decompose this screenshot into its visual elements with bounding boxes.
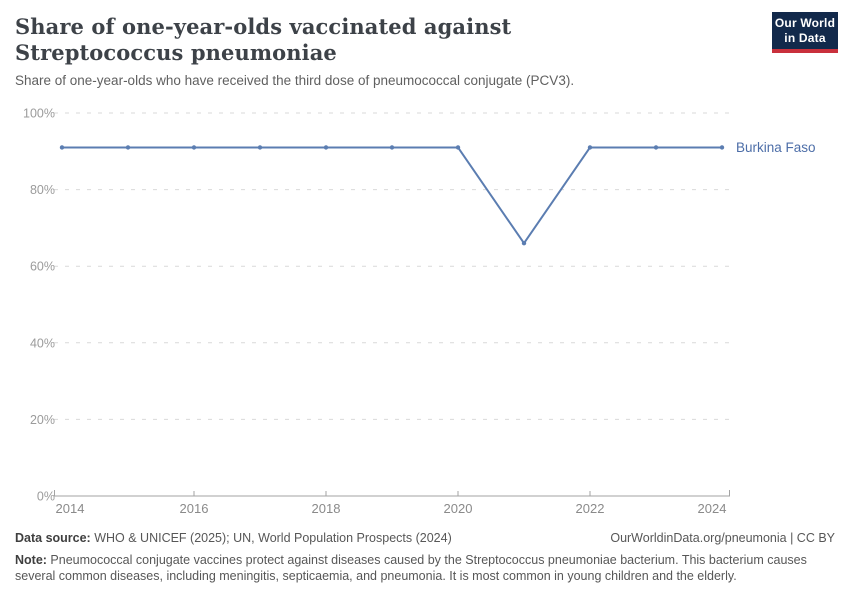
data-source: Data source: WHO & UNICEF (2025); UN, Wo… [15,531,452,545]
y-axis-tick-label: 0% [37,490,55,504]
data-point [389,145,395,150]
chart-note: Note: Pneumococcal conjugate vaccines pr… [15,553,807,583]
data-point [521,241,527,246]
y-axis-tick-label: 60% [30,260,55,274]
x-axis-tick-label: 2020 [444,501,473,516]
x-axis-tick-label: 2024 [698,501,727,516]
chart-footer: Data source: WHO & UNICEF (2025); UN, Wo… [15,531,835,584]
x-axis-tick-label: 2018 [312,501,341,516]
data-point [455,145,461,150]
owid-logo[interactable]: Our World in Data [772,12,838,53]
x-axis-tick-label: 2014 [56,501,85,516]
page-title: Share of one-year-olds vaccinated agains… [15,14,512,65]
data-point [257,145,263,150]
data-point [587,145,593,150]
data-point [59,145,65,150]
chart-subtitle: Share of one-year-olds who have received… [15,73,575,88]
data-line [61,146,723,245]
x-axis-tick-label: 2022 [576,501,605,516]
data-source-label: Data source: [15,531,91,545]
entity-label: Burkina Faso [736,140,816,155]
y-axis-tick-label: 100% [23,107,55,121]
note-label: Note: [15,553,47,567]
data-point [323,145,329,150]
owid-logo-line2: in Data [784,30,826,45]
x-axis-tick-label: 2016 [180,501,209,516]
data-point [653,145,659,150]
y-axis-tick-label: 80% [30,183,55,197]
owid-logo-line1: Our World [774,16,836,31]
y-axis-tick-label: 20% [30,413,55,427]
line-chart: 0% 20% 40% 60% 80% 100% 2014 2016 2018 2020 2022 20… [23,107,816,517]
data-point [125,145,131,150]
data-point [191,145,197,150]
y-axis-tick-label: 40% [30,336,55,350]
attribution-link[interactable]: OurWorldinData.org/pneumonia | CC BY [610,531,835,545]
data-point [719,145,725,150]
